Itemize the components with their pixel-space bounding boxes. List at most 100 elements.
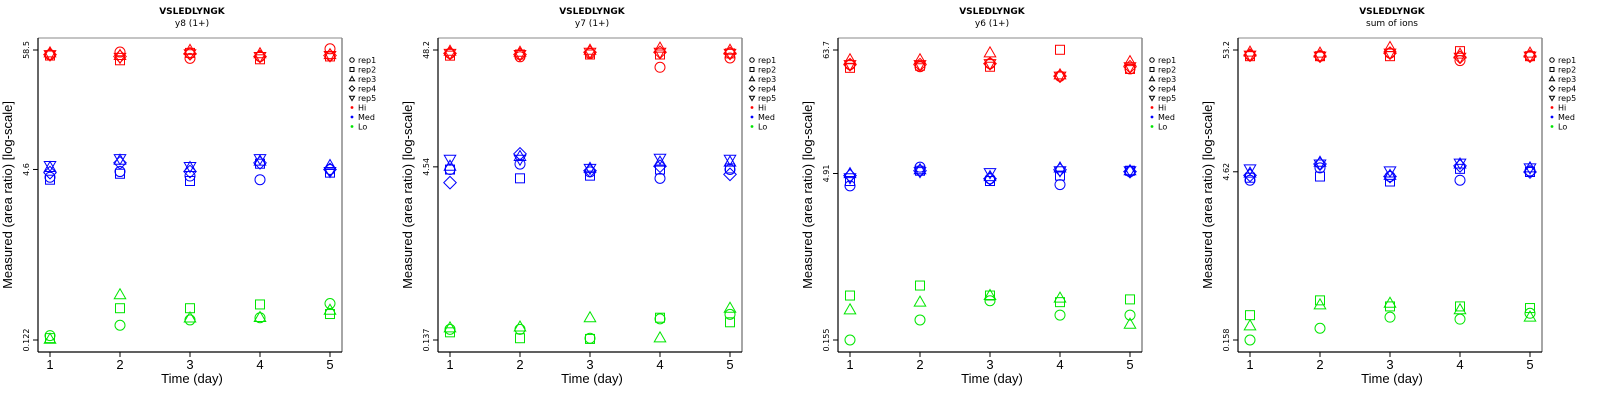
data-point-med-rep1 (514, 158, 526, 170)
data-point-hi-rep5 (443, 48, 457, 61)
data-point-med-rep3 (183, 160, 197, 172)
data-point-hi-rep5 (513, 50, 527, 62)
data-point-lo-rep3 (1453, 302, 1467, 315)
legend-item-rep2: rep2 (749, 66, 776, 75)
data-point-lo-rep1 (984, 295, 996, 307)
data-point-med-rep5 (323, 167, 337, 179)
data-point-lo-rep2 (845, 290, 855, 301)
legend-marker-rep2 (749, 67, 755, 72)
data-point-med-rep4 (1453, 158, 1467, 173)
data-point-med-rep4 (583, 163, 597, 178)
x-tick-label: 1 (1246, 357, 1253, 372)
data-point-med-rep5 (913, 167, 927, 179)
legend-marker-rep3 (348, 75, 356, 82)
data-point-lo-rep2 (655, 312, 665, 323)
legend-item-rep5: rep5 (348, 94, 376, 103)
data-point-hi-rep5 (1243, 50, 1257, 63)
y-tick-label: 53.2 (1222, 41, 1231, 59)
legend-label: rep3 (358, 75, 376, 84)
x-tick-label: 2 (516, 357, 523, 372)
legend-item-rep5: rep5 (748, 94, 776, 103)
data-point-med-rep5 (513, 154, 527, 167)
y-axis-label: Measured (area ratio) [log-scale] (0, 101, 15, 289)
x-tick-label: 3 (186, 357, 193, 372)
data-point-hi-rep3 (913, 52, 927, 65)
data-point-lo-rep2 (1455, 301, 1465, 312)
data-point-hi-rep3 (113, 48, 127, 61)
data-point-hi-rep5 (183, 49, 197, 61)
data-point-lo-rep2 (515, 333, 525, 344)
data-point-med-rep1 (44, 171, 56, 183)
chart-subtitle: y7 (1+) (575, 19, 609, 29)
legend-label: rep1 (1158, 56, 1176, 65)
data-point-hi-rep1 (114, 46, 126, 58)
y-tick-label: 58.5 (22, 41, 31, 59)
data-point-lo-rep1 (724, 308, 736, 320)
data-point-lo-rep1 (324, 298, 336, 310)
legend-marker-rep5 (748, 95, 756, 102)
data-point-med-rep4 (1243, 168, 1257, 183)
data-point-lo-rep2 (585, 333, 595, 344)
legend-label: rep2 (358, 66, 376, 75)
legend-marker-hi (1150, 106, 1154, 109)
data-point-med-rep5 (843, 173, 857, 185)
legend-item-rep3: rep3 (348, 75, 376, 84)
data-point-med-rep3 (1123, 163, 1137, 176)
x-tick-label: 1 (846, 357, 853, 372)
data-point-lo-rep3 (583, 310, 597, 323)
data-point-med-rep4 (113, 155, 127, 170)
data-point-lo-rep3 (1053, 291, 1067, 303)
legend-marker-rep1 (349, 57, 355, 63)
chart-subtitle: sum of ions (1366, 19, 1418, 29)
chart-title: VSLEDLYNGK (959, 7, 1026, 17)
y-axis-label: Measured (area ratio) [log-scale] (1200, 101, 1215, 289)
data-point-lo-rep3 (513, 320, 527, 332)
legend-item-lo: Lo (750, 123, 767, 132)
x-tick-label: 5 (1126, 357, 1133, 372)
data-point-lo-rep3 (1123, 317, 1137, 329)
data-point-hi-rep2 (115, 55, 125, 66)
x-tick-label: 3 (586, 357, 593, 372)
data-point-med-rep5 (1523, 163, 1537, 175)
x-axis-label: Time (day) (161, 371, 223, 386)
legend-item-hi: Hi (750, 104, 766, 113)
data-point-lo-rep2 (1245, 310, 1255, 321)
data-point-hi-rep2 (985, 61, 995, 72)
legend-marker-rep4 (348, 85, 356, 92)
x-tick-label: 5 (326, 357, 333, 372)
data-point-hi-rep5 (1123, 62, 1137, 74)
data-point-lo-rep1 (514, 323, 526, 335)
data-point-lo-rep2 (255, 299, 265, 310)
data-point-med-rep5 (1053, 166, 1067, 178)
data-point-med-rep4 (1383, 169, 1397, 184)
chart-subtitle: y8 (1+) (175, 19, 209, 29)
data-point-lo-rep1 (1314, 322, 1326, 334)
x-tick-label: 4 (656, 357, 663, 372)
data-point-lo-rep1 (444, 323, 456, 335)
data-point-hi-rep5 (1453, 52, 1467, 65)
data-point-med-rep2 (725, 163, 735, 174)
legend-label: rep4 (758, 85, 776, 94)
y-axis-label: Measured (area ratio) [log-scale] (800, 101, 815, 289)
legend-marker-rep3 (1548, 75, 1556, 82)
data-point-med-rep4 (43, 165, 57, 180)
data-point-lo-rep2 (1315, 295, 1325, 306)
data-point-lo-rep3 (653, 330, 667, 343)
data-point-lo-rep3 (1243, 318, 1257, 331)
legend-label: rep5 (1158, 94, 1176, 103)
data-point-lo-rep1 (114, 319, 126, 331)
data-point-hi-rep5 (1523, 51, 1537, 64)
data-point-lo-rep1 (254, 312, 266, 324)
chart-title: VSLEDLYNGK (1359, 7, 1426, 17)
legend-item-rep3: rep3 (1148, 75, 1176, 84)
legend-label: Lo (358, 123, 367, 132)
data-point-lo-rep3 (323, 303, 337, 315)
y-tick-label: 0.122 (22, 329, 31, 352)
legend-item-rep2: rep2 (349, 66, 376, 75)
data-point-med-rep4 (723, 167, 737, 182)
legend-item-hi: Hi (1550, 104, 1566, 113)
data-point-lo-rep3 (843, 302, 857, 315)
data-point-lo-rep3 (1523, 310, 1537, 322)
data-point-lo-rep3 (113, 287, 127, 300)
data-point-hi-rep5 (913, 60, 927, 72)
